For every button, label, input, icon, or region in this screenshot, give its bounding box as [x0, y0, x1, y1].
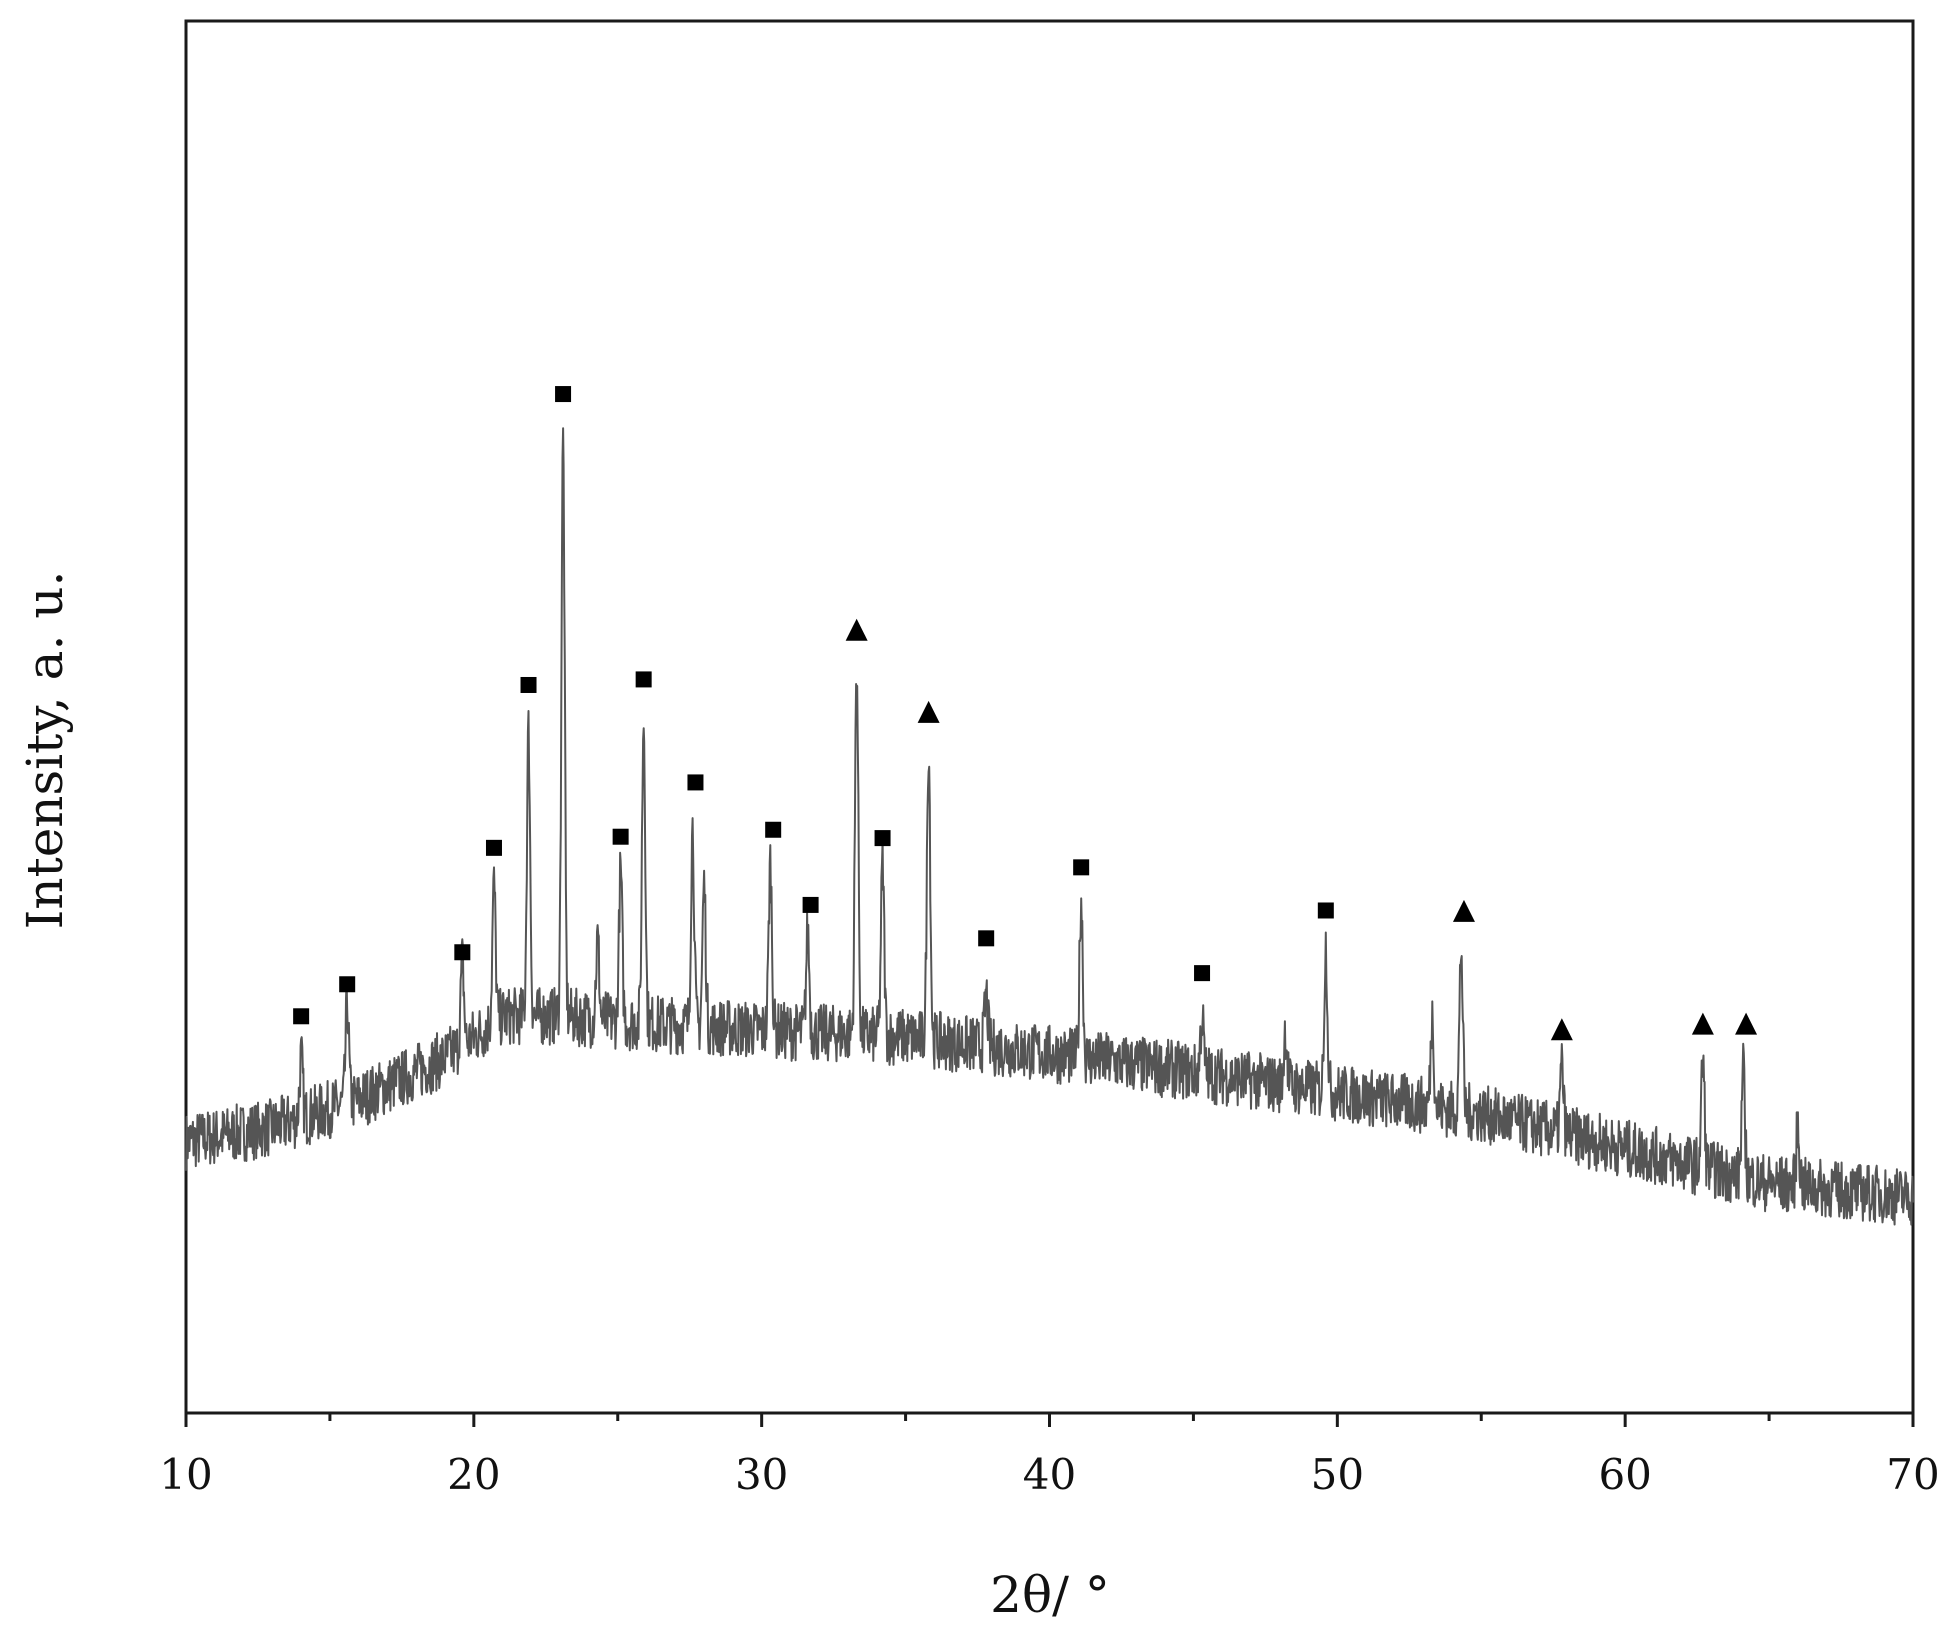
square-marker: [687, 774, 704, 791]
square-marker: [765, 821, 782, 838]
x-tick-label: 10: [159, 1450, 212, 1499]
square-marker: [1194, 965, 1211, 982]
x-axis-ticks: [184, 1413, 1915, 1427]
x-tick-label: 30: [735, 1450, 788, 1499]
square-marker: [1073, 859, 1090, 876]
phase-markers: [293, 386, 1758, 1041]
square-marker: [485, 839, 502, 856]
x-tick-label: 20: [447, 1450, 500, 1499]
square-marker: [339, 976, 356, 993]
square-marker: [612, 828, 629, 845]
triangle-marker: [845, 618, 868, 641]
square-marker: [555, 386, 572, 403]
x-axis-title: 2θ/ °: [990, 1566, 1110, 1624]
square-marker: [978, 930, 995, 947]
x-tick-label: 70: [1886, 1450, 1939, 1499]
square-marker: [635, 671, 652, 688]
x-tick-label: 50: [1311, 1450, 1364, 1499]
xrd-pattern-line: [185, 427, 1914, 1226]
square-marker: [520, 676, 537, 693]
triangle-marker: [1452, 899, 1475, 922]
square-marker: [802, 896, 819, 913]
triangle-marker: [917, 700, 940, 723]
square-marker: [293, 1008, 310, 1025]
triangle-marker: [1691, 1012, 1714, 1035]
square-marker: [874, 830, 891, 847]
triangle-marker: [1735, 1012, 1758, 1035]
plot-frame: [184, 19, 1915, 1415]
square-marker: [1317, 902, 1334, 919]
triangle-marker: [1550, 1018, 1573, 1041]
x-tick-label: 40: [1023, 1450, 1076, 1499]
x-tick-label: 60: [1598, 1450, 1651, 1499]
x-axis-tick-labels: 10 20 30 40 50 60 70: [159, 1450, 1939, 1499]
square-marker: [454, 944, 471, 961]
y-axis-title: Intensity, a. u.: [16, 571, 74, 930]
